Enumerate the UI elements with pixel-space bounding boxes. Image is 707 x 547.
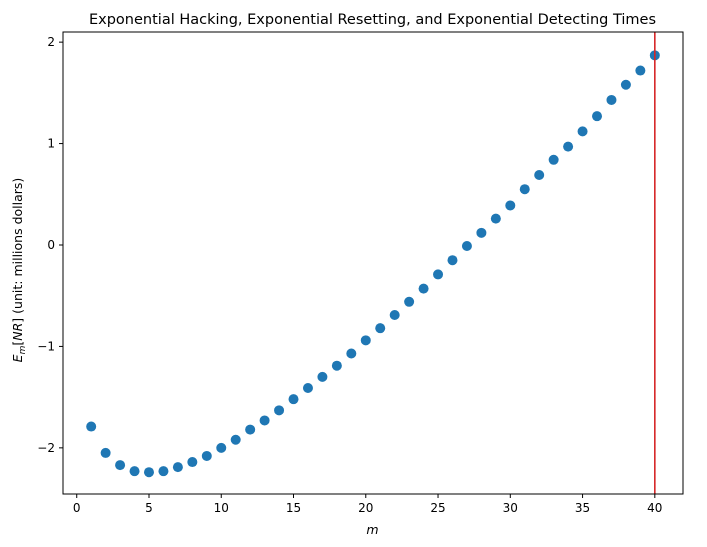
data-points xyxy=(86,50,660,478)
data-point xyxy=(245,424,256,435)
x-axis-ticks: 0 5 10 15 20 25 30 35 40 xyxy=(73,494,662,515)
x-tick-label: 35 xyxy=(575,501,590,515)
x-tick-label: 25 xyxy=(430,501,445,515)
data-point xyxy=(461,241,472,252)
data-point xyxy=(302,383,313,394)
y-label-nr: NR xyxy=(10,323,25,341)
data-point xyxy=(230,434,241,445)
data-point xyxy=(534,170,545,181)
x-tick-label: 0 xyxy=(73,501,81,515)
x-tick-label: 30 xyxy=(503,501,518,515)
data-point xyxy=(577,126,588,137)
data-point xyxy=(433,269,444,280)
y-tick-label: 1 xyxy=(47,137,55,151)
data-point xyxy=(86,421,97,432)
y-label-bracket-open: [ xyxy=(10,341,25,346)
x-tick-label: 5 xyxy=(145,501,153,515)
data-point xyxy=(143,467,154,478)
x-axis-label: m xyxy=(366,522,378,537)
data-point xyxy=(592,111,603,122)
y-axis-ticks: −2 −1 0 1 2 xyxy=(37,35,63,455)
data-point xyxy=(129,466,140,477)
data-point xyxy=(490,213,501,224)
data-point xyxy=(172,462,183,473)
data-point xyxy=(346,348,357,359)
data-point xyxy=(259,415,270,426)
x-tick-label: 40 xyxy=(647,501,662,515)
data-point xyxy=(201,450,212,461)
data-point xyxy=(389,309,400,320)
data-point xyxy=(375,323,386,334)
y-label-unit: (unit: millions dollars) xyxy=(10,178,25,318)
x-tick-label: 10 xyxy=(214,501,229,515)
y-label-e: E xyxy=(10,354,25,362)
data-point xyxy=(360,335,371,346)
data-point xyxy=(505,200,516,211)
data-point xyxy=(317,371,328,382)
data-point xyxy=(563,141,574,152)
data-point xyxy=(187,457,198,468)
plot-area xyxy=(62,31,684,495)
data-point xyxy=(635,65,646,76)
y-label-bracket-close: ] xyxy=(10,318,25,323)
y-axis-label: Em[NR] (unit: millions dollars) xyxy=(10,178,28,363)
data-point xyxy=(447,255,458,266)
data-point xyxy=(620,79,631,90)
data-point xyxy=(158,466,169,477)
y-label-subscript-m: m xyxy=(18,345,28,354)
x-tick-label: 20 xyxy=(358,501,373,515)
axes-frame xyxy=(62,31,684,495)
data-point xyxy=(100,447,111,458)
data-point xyxy=(404,296,415,307)
data-point xyxy=(274,405,285,416)
data-point xyxy=(519,184,530,195)
data-point xyxy=(331,360,342,371)
y-tick-label: 0 xyxy=(47,238,55,252)
data-point xyxy=(606,94,617,105)
y-tick-label: 2 xyxy=(47,35,55,49)
data-point xyxy=(216,442,227,453)
x-tick-label: 15 xyxy=(286,501,301,515)
data-point xyxy=(548,154,559,165)
chart-title: Exponential Hacking, Exponential Resetti… xyxy=(89,12,656,28)
data-point xyxy=(476,227,487,238)
y-tick-label: −2 xyxy=(37,441,55,455)
data-point xyxy=(115,460,126,471)
data-point xyxy=(288,394,299,405)
data-point xyxy=(418,283,429,294)
y-tick-label: −1 xyxy=(37,339,55,353)
